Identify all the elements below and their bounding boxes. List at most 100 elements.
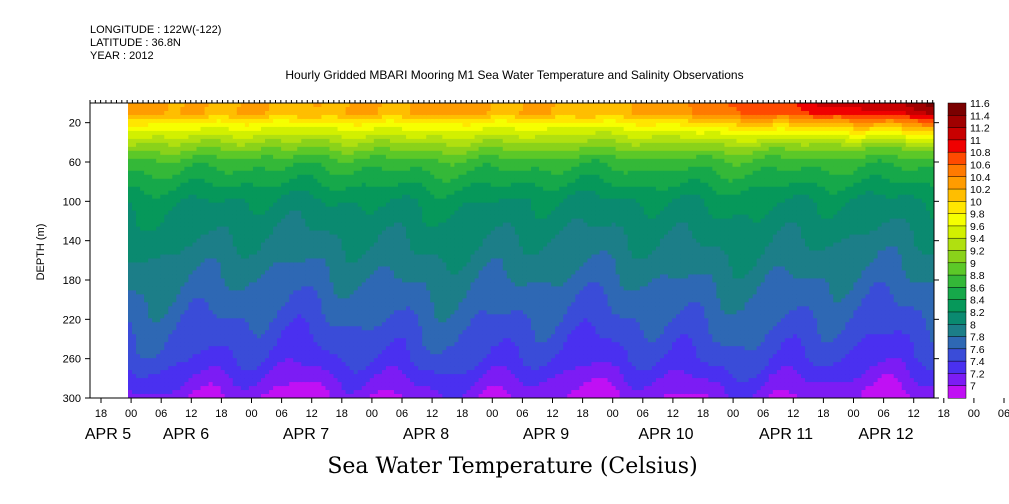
colorbar-label: 7.4: [970, 356, 985, 368]
colorbar-label: 10: [970, 196, 982, 208]
colorbar-swatch: [947, 164, 967, 178]
colorbar-swatch: [947, 299, 967, 313]
x-day-label: APR 5: [85, 426, 131, 443]
colorbar-label: 7: [970, 381, 976, 393]
y-tick-label: 140: [63, 236, 81, 248]
colorbar-swatch: [947, 373, 967, 387]
colorbar-swatch: [947, 127, 967, 141]
x-hour-label: 12: [667, 408, 679, 420]
x-hour-label: 18: [456, 408, 468, 420]
colorbar-swatch: [947, 324, 967, 338]
colorbar-swatch: [947, 262, 967, 276]
colorbar-label: 9.8: [970, 209, 985, 221]
y-tick-label: 300: [63, 393, 81, 405]
x-hour-label: 18: [215, 408, 227, 420]
colorbar-swatch: [947, 336, 967, 350]
x-day-label: APR 7: [283, 426, 329, 443]
y-axis-label: DEPTH (m): [35, 224, 47, 281]
year-label: YEAR : 2012: [90, 50, 154, 62]
x-hour-label: 12: [787, 408, 799, 420]
temperature-field: [128, 103, 934, 398]
colorbar-label: 7.2: [970, 368, 985, 380]
y-tick-label: 260: [63, 354, 81, 366]
colorbar-swatch: [947, 139, 967, 153]
y-tick-label: 220: [63, 314, 81, 326]
y-tick-label: 180: [63, 275, 81, 287]
x-day-label: APR 9: [523, 426, 569, 443]
chart-title: Hourly Gridded MBARI Mooring M1 Sea Wate…: [285, 68, 744, 82]
x-hour-label: 06: [275, 408, 287, 420]
x-day-label: APR 12: [858, 426, 913, 443]
x-hour-label: 00: [245, 408, 257, 420]
x-hour-label: 06: [155, 408, 167, 420]
x-hour-label: 06: [877, 408, 889, 420]
x-hour-label: 00: [486, 408, 498, 420]
colorbar-label: 8.6: [970, 282, 985, 294]
colorbar-label: 9.4: [970, 233, 985, 245]
colorbar-swatch: [947, 176, 967, 190]
latitude-label: LATITUDE : 36.8N: [90, 37, 181, 49]
colorbar-swatch: [947, 151, 967, 166]
colorbar-swatch: [947, 213, 967, 227]
colorbar-label: 10.6: [970, 159, 991, 171]
y-tick-label: 20: [69, 118, 81, 130]
bottom-title: Sea Water Temperature (Celsius): [327, 454, 698, 479]
x-hour-label: 18: [336, 408, 348, 420]
x-hour-label: 18: [95, 408, 107, 420]
x-hour-label: 00: [968, 408, 980, 420]
colorbar-swatch: [947, 188, 967, 202]
y-tick-label: 100: [63, 196, 81, 208]
x-day-label: APR 11: [759, 426, 813, 443]
x-day-label: APR 6: [163, 426, 209, 443]
colorbar-swatch: [947, 274, 967, 288]
x-axis: 18 00 06 12 18 00 06 12 18 00 06 12 18 00 06 12 18 00 06 12…: [85, 398, 1009, 443]
x-hour-label: 12: [185, 408, 197, 420]
colorbar-swatch: [947, 348, 967, 362]
colorbar-swatch: [947, 250, 967, 264]
colorbar-label: 9: [970, 258, 976, 270]
colorbar-label: 11.2: [970, 123, 990, 135]
colorbar-swatch: [947, 225, 967, 239]
x-hour-label: 00: [727, 408, 739, 420]
colorbar-label: 10.8: [970, 147, 991, 159]
x-hour-label: 18: [697, 408, 709, 420]
colorbar-swatch: [947, 311, 967, 325]
x-hour-label: 06: [637, 408, 649, 420]
colorbar-swatch: [947, 287, 967, 301]
x-hour-label: 18: [817, 408, 829, 420]
x-hour-label: 06: [516, 408, 528, 420]
colorbar-label: 11.4: [970, 110, 990, 122]
colorbar-swatch: [947, 102, 967, 116]
x-hour-label: 06: [998, 408, 1009, 420]
colorbar-label: 11.6: [970, 98, 990, 110]
colorbar-label: 10.2: [970, 184, 991, 196]
x-hour-label: 18: [576, 408, 588, 420]
colorbar-label: 8: [970, 319, 976, 331]
x-hour-label: 12: [908, 408, 920, 420]
colorbar-swatch: [947, 115, 967, 129]
x-hour-label: 00: [607, 408, 619, 420]
x-day-label: APR 10: [638, 426, 693, 443]
colorbar: 11.611.411.21110.810.610.410.2109.89.69.…: [947, 98, 991, 399]
colorbar-label: 8.2: [970, 307, 985, 319]
colorbar-label: 8.4: [970, 295, 985, 307]
plot-frame: [89, 102, 935, 399]
x-day-label: APR 8: [403, 426, 449, 443]
colorbar-label: 9.6: [970, 221, 985, 233]
colorbar-swatch: [947, 360, 967, 374]
colorbar-label: 7.6: [970, 344, 985, 356]
x-hour-label: 06: [396, 408, 408, 420]
x-hour-label: 18: [938, 408, 950, 420]
x-hour-label: 12: [426, 408, 438, 420]
colorbar-label: 10.4: [970, 172, 991, 184]
colorbar-label: 11: [970, 135, 981, 147]
colorbar-label: 7.8: [970, 332, 985, 344]
colorbar-swatch: [947, 385, 967, 399]
longitude-label: LONGITUDE : 122W(-122): [90, 24, 222, 36]
colorbar-swatch: [947, 201, 967, 215]
x-hour-label: 00: [847, 408, 859, 420]
colorbar-label: 9.2: [970, 246, 985, 258]
x-hour-label: 12: [546, 408, 558, 420]
x-hour-label: 06: [757, 408, 769, 420]
